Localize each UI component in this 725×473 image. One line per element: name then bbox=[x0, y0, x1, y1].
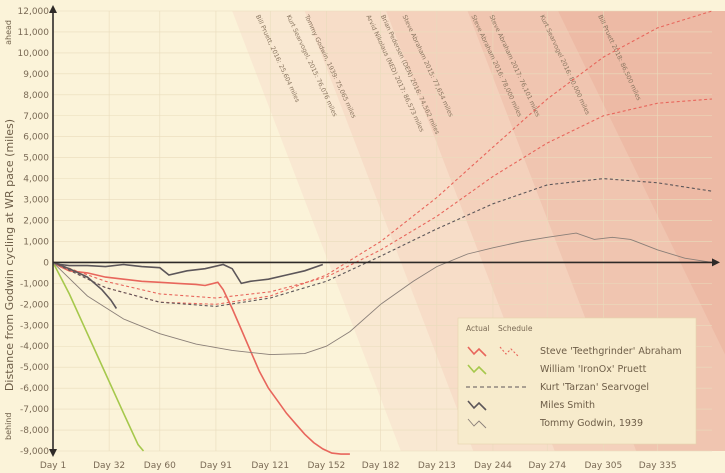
y-tick-label: -7,000 bbox=[20, 405, 49, 415]
legend-swatch-actual-1 bbox=[467, 364, 487, 375]
x-tick-labels: Day 1 Day 32 Day 60 Day 91 Day 121 Day 152 Day… bbox=[40, 461, 677, 471]
legend-entries: Steve 'Teethgrinder' Abraham William 'Iro… bbox=[466, 346, 682, 429]
x-tick-label: Day 1 bbox=[40, 461, 66, 471]
x-tick-label: Day 182 bbox=[362, 461, 400, 471]
x-tick-label: Day 91 bbox=[200, 461, 232, 471]
x-tick-label: Day 152 bbox=[307, 461, 345, 471]
y-axis-arrow-up bbox=[49, 5, 57, 13]
y-tick-label: -6,000 bbox=[20, 384, 49, 394]
y-tick-label: -8,000 bbox=[20, 426, 49, 436]
legend-header-schedule: Schedule bbox=[498, 324, 533, 333]
x-tick-label: Day 213 bbox=[418, 461, 456, 471]
series-3-actual-2 bbox=[52, 261, 118, 309]
legend-label-0: Steve 'Teethgrinder' Abraham bbox=[540, 346, 682, 357]
series-0-actual bbox=[52, 261, 350, 455]
legend-header-actual: Actual bbox=[466, 324, 490, 333]
series-0-schedule-2 bbox=[52, 98, 713, 299]
y-tick-label: 8,000 bbox=[23, 91, 49, 101]
y-tick-label: 10,000 bbox=[18, 49, 50, 59]
x-tick-label: Day 335 bbox=[639, 461, 677, 471]
y-tick-label: 5,000 bbox=[23, 154, 49, 164]
y-tick-label: 11,000 bbox=[18, 28, 50, 38]
y-tick-label: 12,000 bbox=[18, 7, 50, 17]
y-tick-label: -9,000 bbox=[20, 447, 49, 457]
y-tick-label: -5,000 bbox=[20, 363, 49, 373]
y-tick-label: 6,000 bbox=[23, 133, 49, 143]
x-tick-label: Day 274 bbox=[528, 461, 566, 471]
x-axis-arrow bbox=[712, 258, 720, 267]
x-tick-label: Day 60 bbox=[144, 461, 176, 471]
y-tick-label: 2,000 bbox=[23, 217, 49, 227]
legend-swatch-actual-3 bbox=[467, 400, 487, 411]
y-tick-label: 3,000 bbox=[23, 196, 49, 206]
y-tick-label: 1,000 bbox=[23, 237, 49, 247]
x-tick-label: Day 244 bbox=[474, 461, 512, 471]
x-tick-label: Day 305 bbox=[584, 461, 622, 471]
series-1-actual bbox=[52, 262, 145, 452]
record-band-4 bbox=[558, 11, 725, 355]
legend-label-2: Kurt 'Tarzan' Searvogel bbox=[540, 382, 649, 393]
axes bbox=[49, 5, 720, 457]
legend-label-1: William 'IronOx' Pruett bbox=[540, 364, 647, 375]
series-4-actual bbox=[52, 232, 713, 356]
y-tick-label: 7,000 bbox=[23, 112, 49, 122]
y-tick-label: 4,000 bbox=[23, 175, 49, 185]
ahead-label: ahead bbox=[4, 20, 13, 45]
y-tick-label: -3,000 bbox=[20, 321, 49, 331]
series-lines bbox=[52, 10, 713, 455]
legend-swatch-actual-0 bbox=[467, 346, 487, 357]
y-tick-label: 9,000 bbox=[23, 70, 49, 80]
y-tick-label: 0 bbox=[43, 258, 49, 268]
legend-label-4: Tommy Godwin, 1939 bbox=[539, 418, 643, 429]
x-tick-label: Day 121 bbox=[251, 461, 289, 471]
legend-label-3: Miles Smith bbox=[540, 400, 595, 411]
legend-swatch-actual-4 bbox=[467, 418, 487, 429]
y-tick-label: -4,000 bbox=[20, 342, 49, 352]
y-tick-label: -1,000 bbox=[20, 279, 49, 289]
legend-swatch-schedule-0 bbox=[499, 346, 519, 357]
x-tick-label: Day 32 bbox=[93, 461, 125, 471]
y-tick-labels: -9,000 -8,000 -7,000 -6,000 -5,000 -4,000 -3,0… bbox=[18, 7, 50, 457]
legend-box bbox=[457, 317, 697, 445]
behind-label: behind bbox=[4, 413, 13, 440]
y-axis-arrow-down bbox=[49, 449, 57, 457]
y-axis-label: Distance from Godwin cycling at WR pace … bbox=[3, 119, 16, 391]
series-0-schedule bbox=[52, 10, 713, 305]
legend: Actual Schedule Steve 'Teethgrinder' Abr… bbox=[457, 317, 697, 445]
y-tick-label: -2,000 bbox=[20, 300, 49, 310]
series-3-actual bbox=[52, 261, 324, 285]
